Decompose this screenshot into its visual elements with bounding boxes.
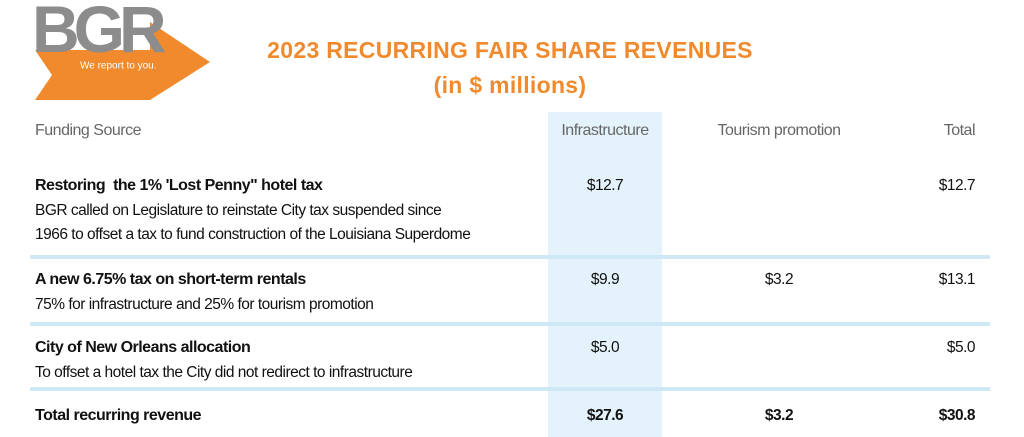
logo-arrow <box>35 22 210 100</box>
row-separator <box>30 255 990 259</box>
logo: BGR We report to you. <box>32 0 210 100</box>
row-description: 75% for infrastructure and 25% for touri… <box>35 296 374 313</box>
logo-text: BGR <box>32 0 166 66</box>
row-description: 1966 to offset a tax to fund constructio… <box>35 226 471 243</box>
cell-value: $12.7 <box>586 177 624 194</box>
column-header: Funding Source <box>35 122 141 139</box>
row-title: Restoring the 1% 'Lost Penny" hotel tax <box>35 177 323 194</box>
row-separator <box>30 387 990 391</box>
row-title: A new 6.75% tax on short-term rentals <box>35 271 306 288</box>
logo-tagline: We report to you. <box>80 61 157 72</box>
row-description: To offset a hotel tax the City did not r… <box>35 364 413 381</box>
cell-value: $3.2 <box>764 271 794 288</box>
row-description: BGR called on Legislature to reinstate C… <box>35 202 442 219</box>
cell-value: $13.1 <box>938 271 976 288</box>
cell-value: $27.6 <box>586 407 624 424</box>
cell-value: $5.0 <box>946 339 976 356</box>
title: 2023 RECURRING FAIR SHARE REVENUES <box>267 37 753 63</box>
cell-value: $3.2 <box>764 407 794 424</box>
cell-value: $5.0 <box>590 339 620 356</box>
column-header: Total <box>943 122 976 139</box>
cell-value: $12.7 <box>938 177 976 194</box>
row-separator <box>30 322 990 326</box>
row-title: Total recurring revenue <box>35 407 202 424</box>
column-header: Infrastructure <box>561 122 649 139</box>
subtitle: (in $ millions) <box>433 72 587 98</box>
cell-value: $30.8 <box>938 407 976 424</box>
cell-value: $9.9 <box>590 271 620 288</box>
column-highlight <box>548 112 662 437</box>
row-title: City of New Orleans allocation <box>35 339 251 356</box>
column-header: Tourism promotion <box>717 122 841 139</box>
